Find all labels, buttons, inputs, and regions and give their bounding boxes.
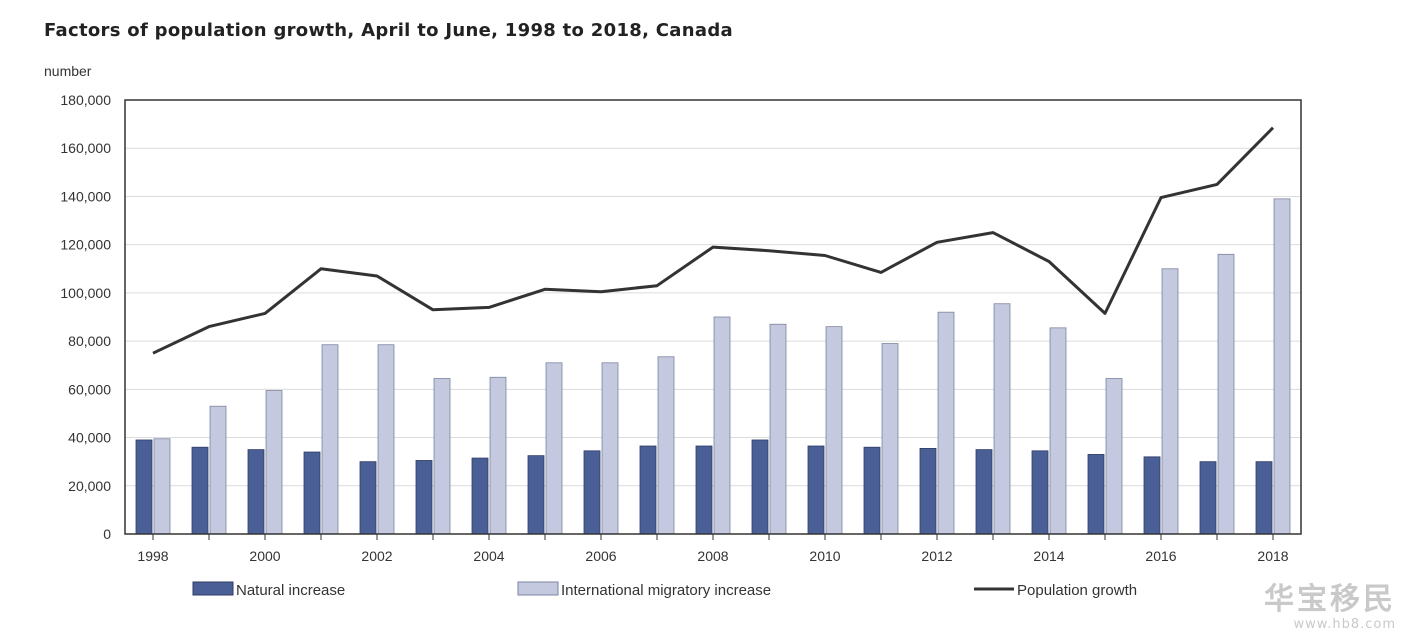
bar-natural-increase <box>639 445 657 535</box>
x-tick-label: 2002 <box>361 548 392 564</box>
bars <box>135 198 1291 535</box>
bar-natural-increase <box>751 439 769 535</box>
legend: Natural increase International migratory … <box>192 581 1137 599</box>
x-tick-label: 2012 <box>921 548 952 564</box>
x-tick-label: 2016 <box>1145 548 1176 564</box>
bar-international-migratory-increase <box>825 326 843 535</box>
bar-natural-increase <box>1143 456 1161 535</box>
bar-natural-increase <box>695 445 713 535</box>
y-tick-label: 80,000 <box>68 333 111 349</box>
bar-international-migratory-increase <box>1273 198 1291 535</box>
bar-natural-increase <box>919 448 937 535</box>
bar-international-migratory-increase <box>993 303 1011 535</box>
bar-natural-increase <box>191 446 209 535</box>
x-tick-label: 2006 <box>585 548 616 564</box>
y-tick-label: 180,000 <box>60 92 111 108</box>
bar-natural-increase <box>359 461 377 535</box>
legend-label-international-migratory-increase: International migratory increase <box>561 582 771 599</box>
y-tick-label: 160,000 <box>60 140 111 156</box>
bar-natural-increase <box>1255 461 1273 535</box>
bar-international-migratory-increase <box>881 343 899 535</box>
watermark-text: 华宝移民 <box>1264 582 1396 617</box>
x-tick-label: 2008 <box>697 548 728 564</box>
y-tick-label: 40,000 <box>68 430 111 446</box>
x-tick-label: 2000 <box>249 548 280 564</box>
bar-international-migratory-increase <box>1217 253 1235 535</box>
bar-natural-increase <box>1087 454 1105 535</box>
legend-label-natural-increase: Natural increase <box>236 582 345 599</box>
bar-international-migratory-increase <box>265 390 283 535</box>
bar-international-migratory-increase <box>713 316 731 535</box>
bar-natural-increase <box>415 460 433 535</box>
bar-international-migratory-increase <box>153 438 171 535</box>
y-tick-label: 20,000 <box>68 478 111 494</box>
bar-international-migratory-increase <box>937 311 955 535</box>
bar-international-migratory-increase <box>1161 268 1179 535</box>
bar-natural-increase <box>863 446 881 535</box>
bar-natural-increase <box>975 449 993 535</box>
y-tick-label: 100,000 <box>60 285 111 301</box>
bar-international-migratory-increase <box>1105 378 1123 535</box>
bar-international-migratory-increase <box>545 362 563 535</box>
line-population-growth <box>152 126 1275 355</box>
y-axis: 0 20,000 40,000 60,000 80,000 100,000 120,000 1… <box>60 92 111 542</box>
bar-natural-increase <box>471 457 489 535</box>
bar-international-migratory-increase <box>769 323 787 535</box>
bar-natural-increase <box>807 445 825 535</box>
y-tick-label: 140,000 <box>60 188 111 204</box>
x-tick-label: 1998 <box>137 548 168 564</box>
population-line <box>152 126 1275 355</box>
bar-international-migratory-increase <box>209 405 227 535</box>
y-tick-label: 0 <box>103 526 111 542</box>
x-tick-label: 2018 <box>1257 548 1288 564</box>
x-axis: 1998 2000 2002 2004 2006 2008 2010 2012 2014 2016… <box>137 534 1289 564</box>
legend-swatch-natural-increase <box>192 581 234 596</box>
bar-natural-increase <box>1199 461 1217 535</box>
bar-international-migratory-increase <box>657 356 675 535</box>
bar-natural-increase <box>303 451 321 535</box>
gridlines <box>125 147 1301 487</box>
bar-international-migratory-increase <box>1049 327 1067 535</box>
bar-natural-increase <box>247 449 265 535</box>
bar-natural-increase <box>1031 450 1049 535</box>
bar-natural-increase <box>583 450 601 535</box>
bar-natural-increase <box>527 455 545 535</box>
watermark-url: www.hb8.com <box>1293 617 1396 632</box>
bar-natural-increase <box>135 439 153 535</box>
bar-international-migratory-increase <box>433 378 451 535</box>
watermark: 华宝移民 www.hb8.com <box>1264 582 1396 633</box>
legend-label-population-growth: Population growth <box>1017 582 1137 599</box>
x-tick-label: 2004 <box>473 548 504 564</box>
bar-international-migratory-increase <box>601 362 619 535</box>
y-axis-label: number <box>44 63 92 79</box>
legend-swatch-international-migratory-increase <box>517 581 559 596</box>
plot-frame <box>124 99 1302 535</box>
chart-title: Factors of population growth, April to J… <box>44 20 733 41</box>
x-tick-label: 2014 <box>1033 548 1064 564</box>
x-tick-label: 2010 <box>809 548 840 564</box>
y-tick-label: 60,000 <box>68 381 111 397</box>
bar-international-migratory-increase <box>321 344 339 535</box>
y-tick-label: 120,000 <box>60 237 111 253</box>
bar-international-migratory-increase <box>377 344 395 535</box>
bar-international-migratory-increase <box>489 376 507 535</box>
